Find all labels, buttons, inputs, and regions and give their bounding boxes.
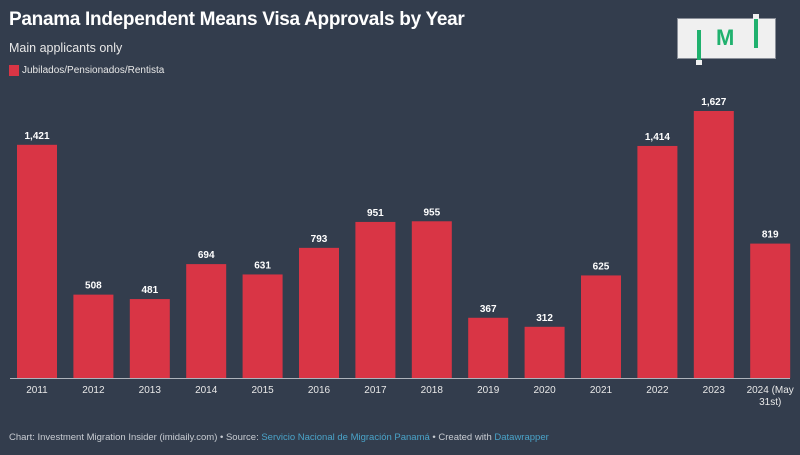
x-tick-label: 2018: [421, 385, 444, 396]
x-tick-label: 2013: [139, 385, 162, 396]
x-tick-label: 2014: [195, 385, 218, 396]
imi-logo: M: [677, 14, 776, 65]
bar-2017: [355, 221, 396, 378]
bar-2015: [242, 274, 283, 378]
bar-2013: [129, 299, 170, 378]
bar-2018: [411, 221, 452, 378]
bar-2022: [637, 145, 678, 378]
bar-2020: [524, 326, 565, 378]
value-label: 819: [762, 230, 779, 241]
x-tick-label: 2024 (May: [747, 385, 794, 396]
legend-label: Jubilados/Pensionados/Rentista: [22, 65, 165, 76]
x-tick-label: 2023: [703, 385, 726, 396]
legend: Jubilados/Pensionados/Rentista: [9, 65, 164, 76]
x-tick-label: 2021: [590, 385, 613, 396]
x-tick-label: 2012: [82, 385, 105, 396]
value-label: 955: [423, 207, 440, 218]
value-label: 1,627: [701, 97, 726, 108]
bar-2021: [581, 275, 621, 378]
x-tick-label: 2017: [364, 385, 387, 396]
value-label: 1,421: [24, 131, 49, 142]
value-label: 1,414: [645, 132, 670, 143]
footer-middle: • Created with: [429, 432, 495, 443]
x-tick-label: 2022: [646, 385, 669, 396]
value-label: 367: [480, 304, 497, 315]
bar-chart: 1,421 2011 508 2012 481 2013 694 2014 631 2015 793…: [10, 97, 794, 408]
bar-2011: [17, 144, 57, 378]
footer: Chart: Investment Migration Insider (imi…: [9, 432, 549, 443]
bar-2012: [73, 294, 114, 378]
value-label: 694: [198, 250, 215, 261]
bar-2023: [693, 111, 734, 378]
bar-2014: [186, 264, 227, 378]
chart-title: Panama Independent Means Visa Approvals …: [9, 9, 465, 30]
value-label: 793: [311, 234, 328, 245]
legend-swatch: [9, 65, 19, 76]
x-tick-label: 31st): [759, 397, 781, 408]
value-label: 312: [536, 313, 553, 324]
x-tick-label: 2020: [533, 385, 556, 396]
x-tick-label: 2016: [308, 385, 331, 396]
footer-credit: Chart: Investment Migration Insider (imi…: [9, 432, 262, 443]
bar-2016: [299, 247, 339, 378]
bar-2019: [468, 317, 509, 378]
x-tick-label: 2019: [477, 385, 500, 396]
bar-2024 (May 31st): [750, 243, 791, 378]
value-label: 481: [141, 285, 158, 296]
value-label: 631: [254, 260, 271, 271]
x-tick-label: 2011: [26, 385, 48, 396]
value-label: 508: [85, 281, 102, 292]
datawrapper-link[interactable]: Datawrapper: [494, 432, 549, 443]
value-label: 625: [593, 261, 610, 272]
source-link[interactable]: Servicio Nacional de Migración Panamá: [261, 432, 430, 443]
x-tick-label: 2015: [251, 385, 274, 396]
logo-letter: M: [716, 25, 735, 50]
value-label: 951: [367, 208, 384, 219]
chart-subtitle: Main applicants only: [9, 41, 123, 55]
